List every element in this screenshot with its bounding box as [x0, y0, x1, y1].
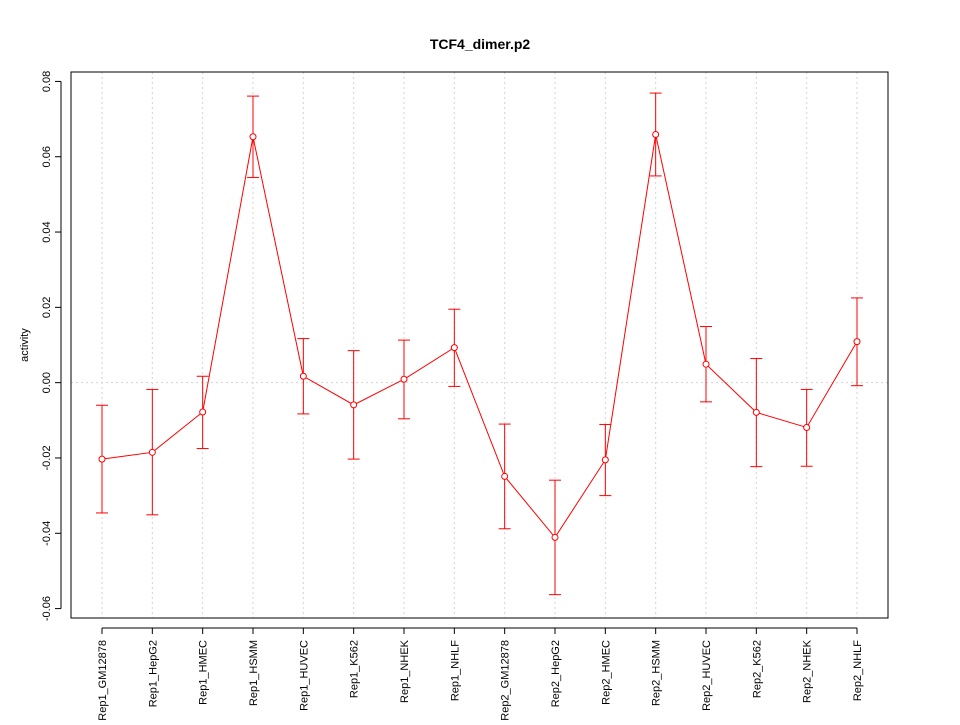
- x-tick-label: Rep2_NHEK: [802, 639, 814, 703]
- x-tick-label: Rep1_NHEK: [399, 639, 411, 703]
- series-layer: [96, 92, 863, 596]
- data-point: [299, 372, 307, 380]
- x-tick-label: Rep2_HSMM: [651, 640, 663, 706]
- data-point: [601, 456, 609, 464]
- y-tick-label: 0.06: [41, 146, 53, 167]
- x-tick-label: Rep1_HepG2: [147, 640, 159, 707]
- y-tick-label: 0.02: [41, 297, 53, 318]
- data-point: [853, 338, 861, 346]
- data-point: [450, 344, 458, 352]
- axis-layer: -0.06 -0.04 -0.02 0.00 0.02 0.04 0.06 0.08 Rep1_…: [41, 71, 889, 721]
- data-point: [98, 455, 106, 463]
- y-tick-label: 0.04: [41, 221, 53, 242]
- x-tick-label: Rep2_GM12878: [500, 640, 512, 720]
- data-point: [652, 131, 660, 139]
- y-axis-label: activity: [19, 328, 31, 362]
- data-point: [400, 375, 408, 383]
- y-tick-label: -0.06: [41, 596, 53, 621]
- y-tick-label: 0.08: [41, 71, 53, 92]
- x-tick-label: Rep2_HMEC: [600, 640, 612, 705]
- data-point: [249, 133, 257, 141]
- grid-layer: [71, 72, 888, 618]
- plot-frame: [70, 71, 889, 619]
- x-tick-label: Rep2_HUVEC: [701, 640, 713, 711]
- x-tick-label: Rep1_NHLF: [449, 640, 461, 701]
- series-line: [101, 134, 858, 539]
- x-tick-label: Rep1_HMEC: [198, 640, 210, 705]
- data-point: [199, 408, 207, 416]
- x-tick-label: Rep1_HUVEC: [298, 640, 310, 711]
- data-point: [148, 448, 156, 456]
- data-point: [752, 408, 760, 416]
- y-tick-label: -0.04: [41, 521, 53, 546]
- y-tick-label: 0.00: [41, 372, 53, 393]
- data-point: [350, 401, 358, 409]
- x-tick-label: Rep1_HSMM: [248, 640, 260, 706]
- y-tick-label: -0.02: [41, 445, 53, 470]
- data-point: [551, 533, 559, 541]
- x-tick-label: Rep1_K562: [349, 640, 361, 698]
- x-tick-label: Rep2_K562: [751, 640, 763, 698]
- x-tick-label: Rep2_NHLF: [852, 640, 864, 701]
- x-tick-label: Rep2_HepG2: [550, 640, 562, 707]
- data-point: [803, 423, 811, 431]
- x-tick-label: Rep1_GM12878: [97, 640, 109, 720]
- data-point: [501, 472, 509, 480]
- data-point: [702, 360, 710, 368]
- chart-title: TCF4_dimer.p2: [430, 36, 531, 52]
